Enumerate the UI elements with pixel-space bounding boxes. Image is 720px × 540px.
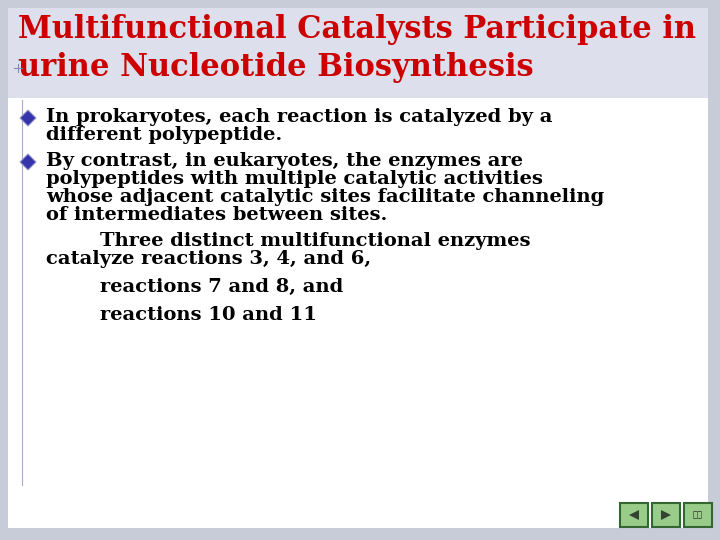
Text: In prokaryotes, each reaction is catalyzed by a: In prokaryotes, each reaction is catalyz… — [46, 108, 552, 126]
Text: reactions 7 and 8, and: reactions 7 and 8, and — [46, 278, 343, 296]
Text: urine Nucleotide Biosynthesis: urine Nucleotide Biosynthesis — [18, 52, 534, 83]
Text: 目次: 目次 — [693, 510, 703, 519]
Polygon shape — [20, 154, 36, 170]
Text: reactions 10 and 11: reactions 10 and 11 — [46, 306, 317, 324]
Text: Three distinct multifunctional enzymes: Three distinct multifunctional enzymes — [46, 232, 531, 250]
Text: of intermediates between sites.: of intermediates between sites. — [46, 206, 387, 224]
Text: polypeptides with multiple catalytic activities: polypeptides with multiple catalytic act… — [46, 170, 543, 188]
Bar — [684, 503, 712, 527]
Bar — [8, 8, 708, 98]
Bar — [620, 503, 648, 527]
Polygon shape — [629, 510, 639, 520]
Text: Multifunctional Catalysts Participate in: Multifunctional Catalysts Participate in — [18, 14, 696, 45]
Text: different polypeptide.: different polypeptide. — [46, 126, 282, 144]
Polygon shape — [20, 110, 36, 126]
Text: By contrast, in eukaryotes, the enzymes are: By contrast, in eukaryotes, the enzymes … — [46, 152, 523, 170]
Polygon shape — [661, 510, 671, 520]
Text: catalyze reactions 3, 4, and 6,: catalyze reactions 3, 4, and 6, — [46, 250, 371, 268]
Text: whose adjacent catalytic sites facilitate channeling: whose adjacent catalytic sites facilitat… — [46, 188, 604, 206]
Bar — [652, 503, 680, 527]
